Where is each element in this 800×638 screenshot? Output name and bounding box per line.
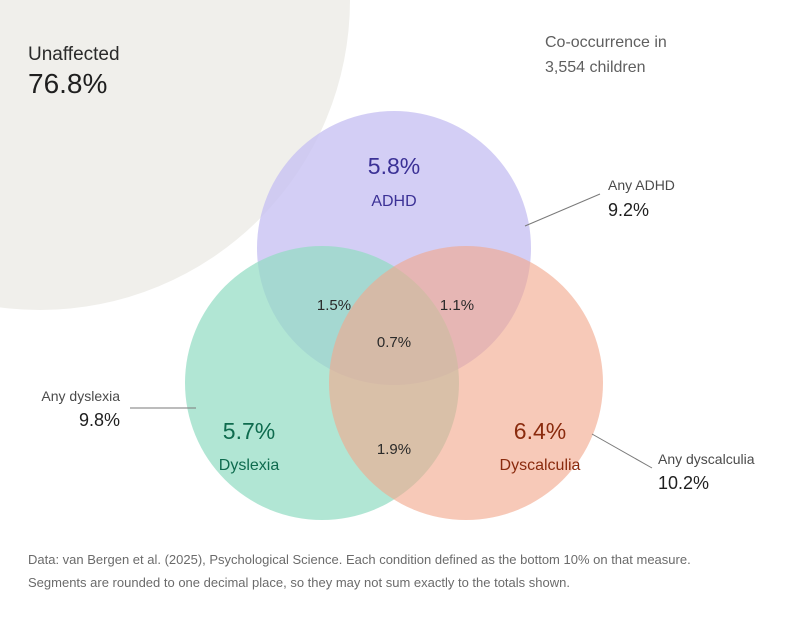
unaffected-value: 76.8% (28, 68, 107, 99)
adhd-only-value: 5.8% (368, 153, 420, 179)
dyscalculia-total-value: 10.2% (658, 473, 709, 493)
unaffected-circle (0, 0, 350, 310)
chart-annotation-line1: Co-occurrence in (545, 34, 667, 51)
overlap-adhd-dyslexia-value: 1.5% (317, 297, 351, 314)
dyscalculia-name-label: Dyscalculia (500, 457, 581, 474)
dyscalculia-leader-line (591, 433, 653, 469)
dyslexia-total-label: Any dyslexia (41, 388, 120, 404)
dyscalculia-only-value: 6.4% (514, 418, 566, 444)
adhd-total-label: Any ADHD (608, 177, 675, 193)
adhd-name-label: ADHD (371, 193, 416, 210)
footnote-line-2: Segments are rounded to one decimal plac… (28, 575, 570, 590)
adhd-total-value: 9.2% (608, 200, 649, 220)
dyslexia-name-label: Dyslexia (219, 457, 280, 474)
unaffected-label: Unaffected (28, 44, 120, 65)
dyscalculia-circle (329, 246, 603, 520)
dyslexia-only-value: 5.7% (223, 418, 275, 444)
dyscalculia-total-label: Any dyscalculia (658, 451, 755, 467)
adhd-leader-line (524, 193, 601, 227)
footnote-line-1: Data: van Bergen et al. (2025), Psycholo… (28, 552, 691, 567)
overlap-adhd-dyscalculia-value: 1.1% (440, 297, 474, 314)
chart-annotation-line2: 3,554 children (545, 59, 646, 76)
overlap-all-three-value: 0.7% (377, 334, 411, 351)
dyslexia-total-value: 9.8% (79, 410, 120, 430)
overlap-dyslexia-dyscalculia-value: 1.9% (377, 441, 411, 458)
